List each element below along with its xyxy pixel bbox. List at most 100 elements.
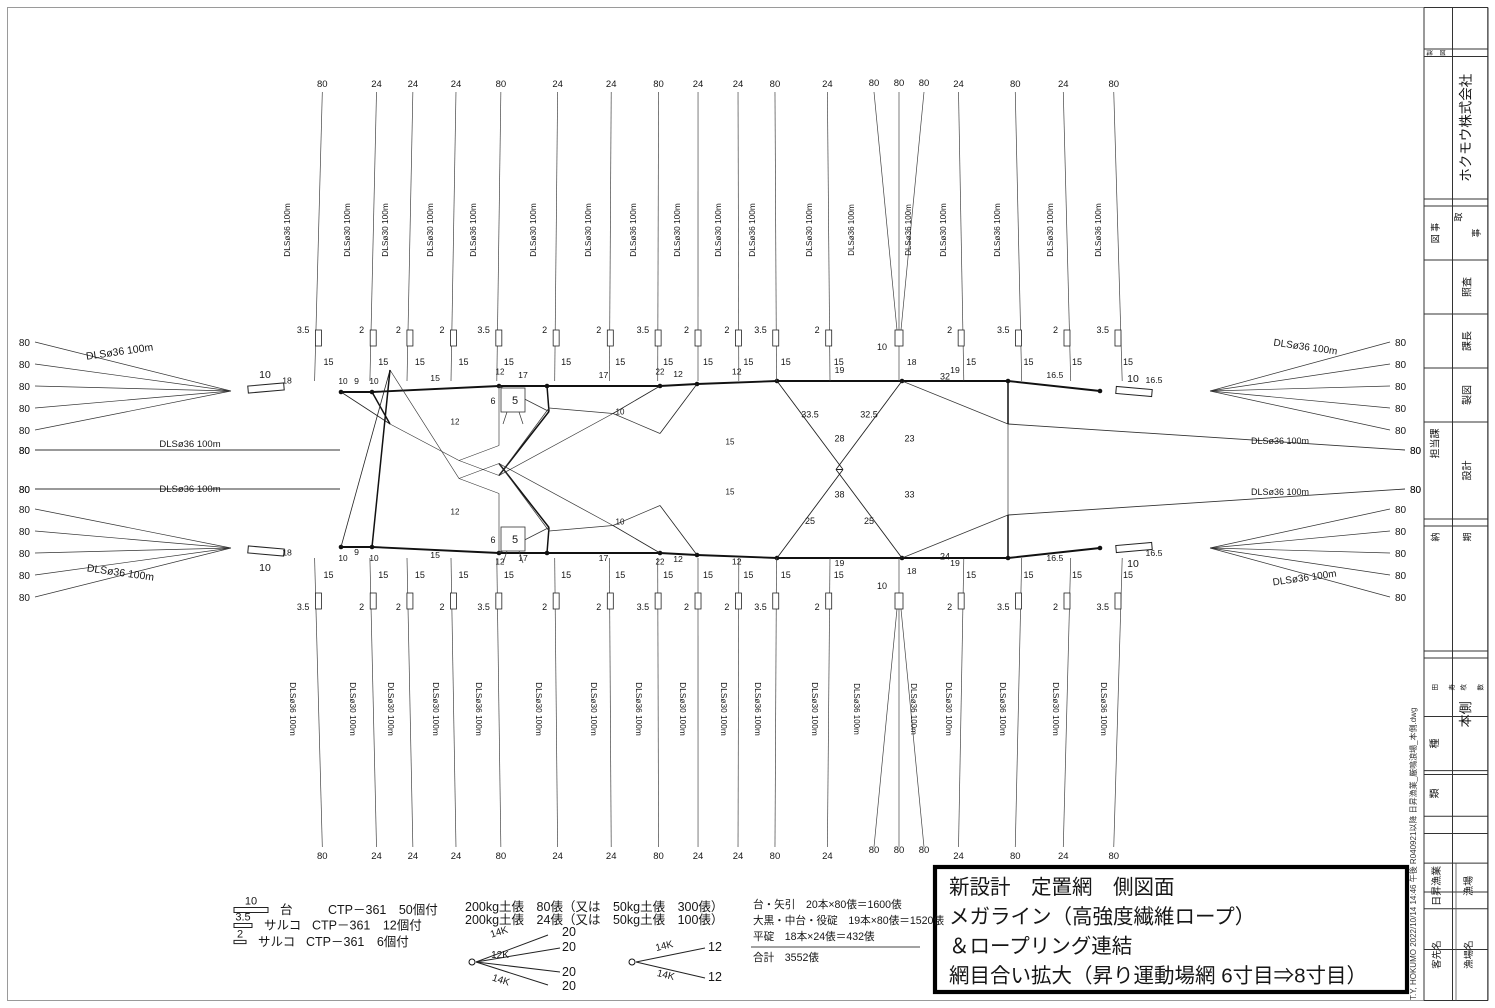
svg-text:17: 17 xyxy=(518,370,528,380)
svg-text:DLSø30 100m: DLSø30 100m xyxy=(713,203,723,257)
svg-text:80: 80 xyxy=(19,593,31,604)
svg-text:DLSø30 100m: DLSø30 100m xyxy=(678,682,688,736)
svg-text:15: 15 xyxy=(966,357,976,367)
svg-text:80: 80 xyxy=(19,382,31,393)
svg-text:2: 2 xyxy=(596,602,601,612)
svg-text:15: 15 xyxy=(703,570,713,580)
svg-text:2: 2 xyxy=(947,325,952,335)
svg-text:80: 80 xyxy=(1410,446,1422,457)
svg-text:図 事: 図 事 xyxy=(1429,223,1440,244)
svg-text:T.Y, HOKUMO 2022/10/14 14:46 午: T.Y, HOKUMO 2022/10/14 14:46 午後 R040921以… xyxy=(1408,708,1418,1000)
svg-text:3.5: 3.5 xyxy=(997,325,1010,335)
svg-text:漁場: 漁場 xyxy=(1462,876,1475,896)
svg-text:5: 5 xyxy=(512,534,518,546)
svg-text:200kg土俵 80俵（又は 50kg土俵 300俵）: 200kg土俵 80俵（又は 50kg土俵 300俵） xyxy=(465,900,723,914)
svg-text:DLSø36 100m: DLSø36 100m xyxy=(468,203,478,257)
svg-text:80: 80 xyxy=(1395,593,1407,604)
svg-text:期: 期 xyxy=(1462,532,1472,541)
svg-text:80: 80 xyxy=(894,78,905,89)
svg-text:DLSø36 100m: DLSø36 100m xyxy=(86,562,155,583)
svg-text:80: 80 xyxy=(1010,79,1021,90)
svg-text:2: 2 xyxy=(542,602,547,612)
svg-text:15: 15 xyxy=(663,570,673,580)
svg-text:14K: 14K xyxy=(491,973,512,989)
svg-text:80: 80 xyxy=(19,527,31,538)
svg-text:15: 15 xyxy=(781,570,791,580)
svg-text:80: 80 xyxy=(496,851,507,862)
svg-text:3.5: 3.5 xyxy=(1096,602,1109,612)
svg-text:24: 24 xyxy=(733,79,744,90)
svg-text:15: 15 xyxy=(323,357,333,367)
svg-text:25: 25 xyxy=(864,516,874,526)
svg-text:24: 24 xyxy=(408,79,419,90)
svg-text:80: 80 xyxy=(1395,338,1407,349)
svg-text:24: 24 xyxy=(1058,851,1069,862)
svg-text:12K: 12K xyxy=(491,950,509,961)
svg-text:15: 15 xyxy=(1023,357,1033,367)
svg-text:24: 24 xyxy=(940,552,950,562)
svg-text:16.5: 16.5 xyxy=(1146,375,1163,385)
svg-text:15: 15 xyxy=(323,570,333,580)
svg-text:新設計 定置網 側図面: 新設計 定置網 側図面 xyxy=(949,876,1175,899)
svg-text:大黒・中台・役碇 19本×80俵＝1520俵: 大黒・中台・役碇 19本×80俵＝1520俵 xyxy=(753,914,944,927)
svg-text:2: 2 xyxy=(1053,602,1058,612)
svg-text:19: 19 xyxy=(950,365,960,375)
svg-text:80: 80 xyxy=(770,851,781,862)
svg-text:DLSø30 100m: DLSø30 100m xyxy=(810,682,820,736)
svg-text:80: 80 xyxy=(1395,404,1407,415)
svg-text:10: 10 xyxy=(369,553,379,563)
svg-text:3.5: 3.5 xyxy=(297,325,310,335)
svg-text:設計: 設計 xyxy=(1461,461,1473,481)
svg-text:網目合い拡大（昇り運動場網 6寸目⇒8寸目）: 網目合い拡大（昇り運動場網 6寸目⇒8寸目） xyxy=(949,965,1367,988)
svg-text:本側: 本側 xyxy=(1458,701,1473,727)
svg-text:24: 24 xyxy=(371,851,382,862)
svg-text:10: 10 xyxy=(877,342,887,352)
svg-text:取: 取 xyxy=(1453,212,1463,221)
svg-text:24: 24 xyxy=(371,79,382,90)
svg-text:DLSø36 100m: DLSø36 100m xyxy=(1251,436,1309,446)
svg-text:17: 17 xyxy=(599,370,609,380)
svg-text:18: 18 xyxy=(282,548,292,558)
svg-text:＆ロープリング連結: ＆ロープリング連結 xyxy=(949,935,1132,958)
svg-text:課長: 課長 xyxy=(1461,331,1473,351)
svg-text:33.5: 33.5 xyxy=(801,409,819,419)
svg-text:10: 10 xyxy=(338,376,348,386)
svg-text:CTP－361 12個付: CTP－361 12個付 xyxy=(312,919,422,933)
svg-text:22: 22 xyxy=(656,368,665,377)
svg-text:15: 15 xyxy=(1123,357,1133,367)
svg-text:3.5: 3.5 xyxy=(297,602,310,612)
svg-text:16.5: 16.5 xyxy=(1046,553,1063,563)
svg-text:照査: 照査 xyxy=(1460,277,1473,297)
svg-text:2: 2 xyxy=(396,602,401,612)
svg-text:DLSø30 100m: DLSø30 100m xyxy=(672,203,682,257)
svg-text:2: 2 xyxy=(237,928,243,940)
svg-text:15: 15 xyxy=(703,357,713,367)
svg-text:10: 10 xyxy=(245,896,257,908)
svg-text:15: 15 xyxy=(430,373,440,383)
svg-text:DLSø30 100m: DLSø30 100m xyxy=(431,682,441,736)
svg-text:12: 12 xyxy=(451,418,460,427)
svg-text:3.5: 3.5 xyxy=(477,602,490,612)
svg-text:15: 15 xyxy=(615,357,625,367)
svg-text:80: 80 xyxy=(317,851,328,862)
svg-text:DLSø36 100m: DLSø36 100m xyxy=(1093,203,1103,257)
svg-text:80: 80 xyxy=(770,79,781,90)
svg-text:24: 24 xyxy=(822,79,833,90)
svg-text:12: 12 xyxy=(708,940,722,954)
svg-text:DLSø30 100m: DLSø30 100m xyxy=(528,203,538,257)
svg-text:9: 9 xyxy=(354,376,359,386)
svg-text:12: 12 xyxy=(496,368,505,377)
svg-text:DLSø36 100m: DLSø36 100m xyxy=(753,682,763,736)
svg-text:3.5: 3.5 xyxy=(637,325,650,335)
svg-text:80: 80 xyxy=(1108,79,1119,90)
svg-text:10: 10 xyxy=(1127,373,1139,385)
svg-text:15: 15 xyxy=(966,570,976,580)
svg-text:12: 12 xyxy=(732,367,742,377)
svg-text:DLSø36 100m: DLSø36 100m xyxy=(288,682,298,736)
svg-text:10: 10 xyxy=(338,553,348,563)
svg-text:担当課: 担当課 xyxy=(1428,429,1441,459)
svg-text:客先名: 客先名 xyxy=(1431,940,1443,969)
svg-text:DLSø30 100m: DLSø30 100m xyxy=(719,682,729,736)
svg-text:20: 20 xyxy=(562,940,576,954)
svg-text:24: 24 xyxy=(451,79,462,90)
